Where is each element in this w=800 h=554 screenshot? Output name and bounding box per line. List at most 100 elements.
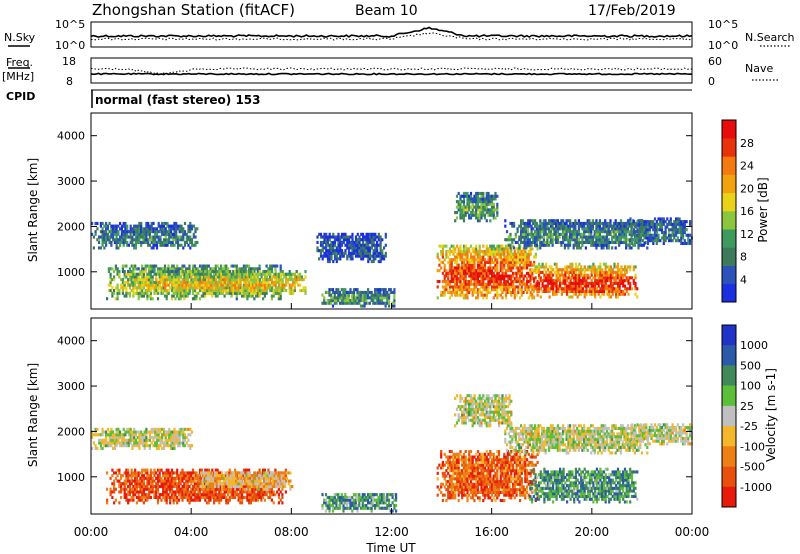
echo-cell xyxy=(169,230,173,234)
echo-cell xyxy=(650,239,653,243)
echo-cell xyxy=(349,243,352,247)
echo-cell xyxy=(146,286,149,290)
echo-cell xyxy=(183,275,186,279)
echo-cell xyxy=(476,280,480,284)
echo-cell xyxy=(581,287,584,291)
echo-cell xyxy=(255,267,258,271)
echo-cell xyxy=(211,280,214,284)
echo-cell xyxy=(517,260,520,264)
echo-cell xyxy=(514,240,517,244)
echo-cell xyxy=(601,270,604,274)
echo-cell xyxy=(136,235,139,239)
echo-cell xyxy=(140,235,143,239)
echo-cell xyxy=(632,231,636,235)
echo-cell xyxy=(199,278,202,282)
echo-cell xyxy=(251,280,254,284)
echo-cell xyxy=(353,240,356,244)
echo-cell xyxy=(227,272,230,276)
echo-cell xyxy=(534,243,537,247)
echo-cell xyxy=(662,236,665,240)
echo-cell xyxy=(476,197,480,201)
echo-cell xyxy=(634,276,637,280)
echo-cell xyxy=(628,240,631,244)
echo-cell xyxy=(564,265,567,269)
echo-cell xyxy=(338,301,342,305)
echo-cell xyxy=(271,278,274,282)
echo-cell xyxy=(168,240,171,244)
echo-cell xyxy=(557,289,560,293)
echo-cell xyxy=(244,291,247,295)
echo-cell xyxy=(583,295,586,299)
echo-cell xyxy=(376,235,379,239)
nave-trace xyxy=(90,67,693,76)
echo-cell xyxy=(461,252,464,256)
echo-cell xyxy=(461,213,464,217)
echo-cell xyxy=(638,233,641,237)
echo-cell xyxy=(227,289,230,293)
echo-cell xyxy=(519,271,522,275)
echo-cell xyxy=(293,275,296,279)
echo-cell xyxy=(342,299,345,303)
echo-cell xyxy=(513,224,516,228)
echo-cell xyxy=(576,265,579,269)
echo-cell xyxy=(349,257,352,261)
echo-cell xyxy=(567,230,570,234)
echo-cell xyxy=(124,227,127,231)
echo-cell xyxy=(506,260,509,264)
echo-cell xyxy=(560,224,563,228)
echo-cell xyxy=(483,202,487,206)
echo-cell xyxy=(170,280,174,284)
echo-cell xyxy=(264,283,267,287)
echo-cell xyxy=(159,224,162,228)
echo-cell xyxy=(510,266,513,270)
echo-cell xyxy=(664,220,667,224)
echo-cell xyxy=(304,270,307,274)
echo-cell xyxy=(108,240,111,244)
echo-cell xyxy=(602,270,606,274)
echo-cell xyxy=(122,230,125,234)
echo-cell xyxy=(494,258,497,262)
echo-cell xyxy=(567,246,570,250)
echo-cell xyxy=(522,290,525,294)
echo-cell xyxy=(188,291,191,295)
echo-cell xyxy=(545,273,548,277)
echo-cell xyxy=(115,246,118,250)
echo-cell xyxy=(584,230,587,234)
echo-cell xyxy=(490,200,494,204)
echo-cell xyxy=(468,274,471,278)
echo-cell xyxy=(190,270,193,274)
echo-cell xyxy=(613,270,616,274)
echo-cell xyxy=(556,240,559,244)
echo-cell xyxy=(564,268,567,272)
echo-cell xyxy=(482,280,485,284)
echo-cell xyxy=(227,280,230,284)
echo-cell xyxy=(468,290,471,294)
echo-cell xyxy=(557,270,560,274)
echo-cell xyxy=(370,243,373,247)
echo-cell xyxy=(278,278,281,282)
echo-cell xyxy=(360,243,363,247)
echo-cell xyxy=(574,287,577,291)
echo-cell xyxy=(566,265,569,269)
echo-cell xyxy=(149,286,152,290)
echo-cell xyxy=(372,232,375,236)
echo-cell xyxy=(459,255,462,259)
echo-cell xyxy=(377,296,380,300)
echo-cell xyxy=(595,273,598,277)
echo-cell xyxy=(522,258,525,262)
echo-cell xyxy=(171,438,174,442)
echo-cell xyxy=(249,267,252,271)
echo-cell xyxy=(368,301,371,305)
echo-cell xyxy=(487,208,490,212)
echo-cell xyxy=(562,232,565,236)
echo-cell xyxy=(464,213,467,217)
echo-cell xyxy=(476,202,480,206)
echo-cell xyxy=(455,266,459,270)
echo-cell xyxy=(556,238,559,242)
echo-cell xyxy=(583,289,586,293)
echo-cell xyxy=(319,235,323,239)
echo-cell xyxy=(457,252,460,256)
echo-cell xyxy=(574,238,577,242)
echo-cell xyxy=(571,262,574,266)
echo-cell xyxy=(270,267,273,271)
